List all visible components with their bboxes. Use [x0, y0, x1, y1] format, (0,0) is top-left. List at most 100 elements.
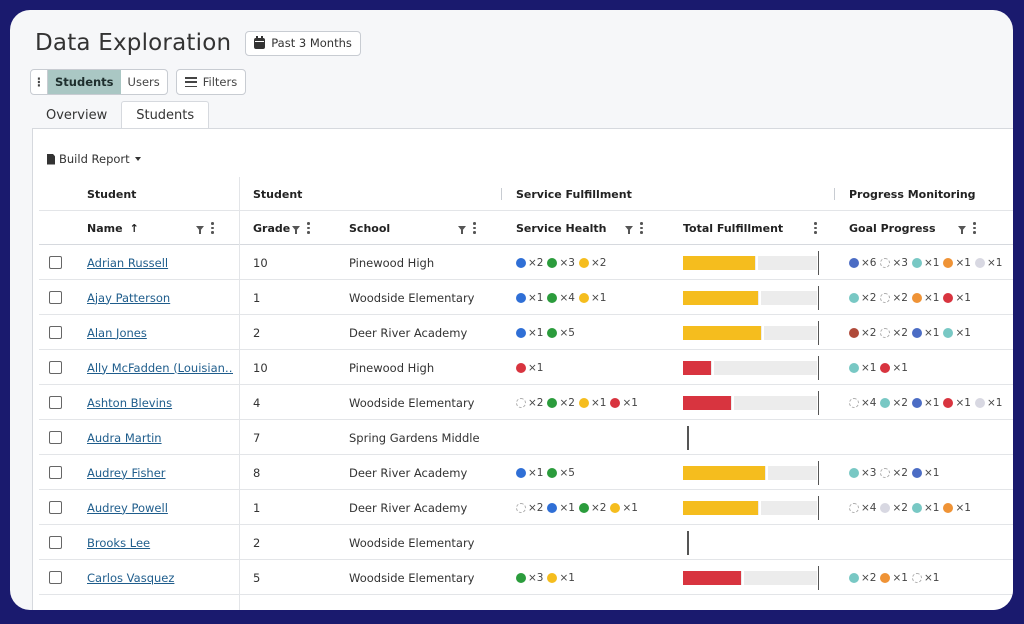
goal-progress-badge: ×2 — [880, 327, 908, 339]
student-name-link[interactable]: Audrey Powell — [87, 500, 168, 515]
student-name-link[interactable]: Audra Martin — [87, 430, 162, 445]
column-menu-icon[interactable] — [640, 222, 643, 234]
row-checkbox-cell — [49, 350, 62, 385]
student-name-link[interactable]: Audrey Fisher — [87, 465, 166, 480]
goal-progress-count: ×2 — [861, 291, 877, 304]
filters-button[interactable]: Filters — [175, 69, 247, 95]
progress-marker — [766, 465, 768, 480]
column-header-total-fulfillment-label: Total Fulfillment — [683, 221, 784, 235]
goal-progress-cell: ×2 ×1 ×1 — [849, 560, 939, 595]
darkblue-status-dot-icon — [911, 397, 922, 408]
total-fulfillment-cell — [683, 420, 819, 455]
empty-status-dot-icon — [516, 397, 526, 408]
yellow-status-dot-icon — [578, 292, 589, 303]
fulfillment-progress-bar — [683, 460, 819, 485]
build-report-button[interactable]: Build Report — [47, 152, 141, 166]
fulfillment-progress-bar — [683, 320, 819, 345]
column-header-total-fulfillment[interactable]: Total Fulfillment — [683, 211, 783, 245]
row-checkbox-cell — [49, 245, 62, 280]
row-checkbox[interactable] — [49, 501, 62, 514]
service-health-count: ×2 — [528, 501, 544, 514]
progress-fill — [683, 570, 741, 585]
goal-progress-badges: ×4 ×2 ×1 ×1 ×1 — [849, 397, 1002, 409]
student-name-link[interactable]: Adrian Russell — [87, 255, 169, 270]
red-status-dot-icon — [880, 362, 891, 373]
service-health-badge: ×1 — [516, 467, 543, 479]
view-toggle-users[interactable]: Users — [127, 75, 160, 89]
service-health-count: ×5 — [559, 326, 575, 339]
filter-icon[interactable] — [196, 225, 204, 234]
total-fulfillment-cell — [683, 490, 819, 525]
blue-status-dot-icon — [516, 327, 526, 338]
service-health-count: ×1 — [559, 501, 575, 514]
row-checkbox[interactable] — [49, 431, 62, 444]
goal-progress-badge: ×1 — [943, 292, 971, 304]
service-health-badge: ×2 — [578, 502, 606, 514]
service-health-cell: ×2 ×2 ×1 ×1 — [516, 385, 638, 420]
service-health-cell: ×1 ×4 ×1 — [516, 280, 606, 315]
row-checkbox[interactable] — [49, 326, 62, 339]
row-checkbox[interactable] — [49, 291, 62, 304]
column-header-grade[interactable]: Grade — [253, 211, 290, 245]
row-checkbox-cell — [49, 420, 62, 455]
service-health-cell: ×2 ×1 ×2 ×1 — [516, 490, 638, 525]
darkblue-status-dot-icon — [911, 467, 922, 478]
grade-cell: 2 — [253, 325, 261, 340]
fulfillment-progress-bar — [683, 495, 819, 520]
goal-progress-count: ×1 — [986, 396, 1003, 409]
column-menu-icon[interactable] — [211, 222, 214, 234]
service-health-column-controls — [625, 211, 643, 245]
row-checkbox[interactable] — [49, 361, 62, 374]
group-header-row: Student Student Service Fulfillment Prog… — [39, 177, 1013, 211]
service-health-count: ×1 — [528, 291, 544, 304]
view-toggle: ⋮ Students Users — [30, 69, 168, 95]
column-menu-icon[interactable] — [307, 222, 310, 234]
view-toggle-students[interactable]: Students — [48, 70, 121, 94]
row-checkbox-cell — [49, 455, 62, 490]
goal-progress-count: ×1 — [892, 361, 908, 374]
lightgray-status-dot-icon — [880, 502, 891, 513]
document-icon — [47, 153, 55, 165]
column-header-service-health[interactable]: Service Health — [516, 211, 607, 245]
goal-progress-badge: ×1 — [943, 397, 971, 409]
name-column-controls — [196, 211, 214, 245]
row-checkbox[interactable] — [49, 396, 62, 409]
service-health-badge: ×1 — [610, 397, 638, 409]
student-name-link[interactable]: Carlos Vasquez — [87, 570, 175, 585]
goal-progress-badge: ×1 — [911, 327, 939, 339]
tab-overview[interactable]: Overview — [46, 107, 108, 123]
progress-marker — [712, 360, 714, 375]
date-range-button[interactable]: Past 3 Months — [245, 30, 361, 56]
row-checkbox[interactable] — [49, 466, 62, 479]
student-name-link[interactable]: Ashton Blevins — [87, 395, 173, 410]
row-checkbox[interactable] — [49, 536, 62, 549]
group-header-student: Student — [87, 187, 137, 201]
more-options-icon[interactable]: ⋮ — [31, 70, 48, 94]
table-row: Brooks Lee 2 Woodside Elementary — [39, 525, 1013, 560]
service-health-count: ×5 — [559, 466, 575, 479]
filter-icon[interactable] — [292, 225, 300, 234]
goal-progress-badge: ×1 — [911, 397, 939, 409]
column-menu-icon[interactable] — [814, 222, 817, 234]
row-checkbox[interactable] — [49, 256, 62, 269]
student-name-link[interactable]: Alan Jones — [87, 325, 147, 340]
column-header-goal-progress[interactable]: Goal Progress — [849, 211, 936, 245]
column-divider — [239, 177, 240, 610]
student-name-link[interactable]: Brooks Lee — [87, 535, 151, 550]
goal-progress-badge: ×1 — [849, 362, 876, 374]
filter-icon[interactable] — [625, 225, 633, 234]
student-name-link[interactable]: Ally McFadden (Louisian… — [87, 360, 233, 375]
filter-icon[interactable] — [458, 225, 466, 234]
column-header-school[interactable]: School — [349, 211, 390, 245]
column-menu-icon[interactable] — [473, 222, 476, 234]
progress-fill — [683, 325, 761, 340]
sort-ascending-icon[interactable]: ↑ — [129, 221, 139, 235]
filter-icon[interactable] — [958, 225, 966, 234]
goal-progress-cell: ×1 ×1 — [849, 350, 908, 385]
column-menu-icon[interactable] — [973, 222, 976, 234]
tab-students[interactable]: Students — [121, 101, 210, 129]
student-name-link[interactable]: Ajay Patterson — [87, 290, 171, 305]
column-header-name[interactable]: Name ↑ — [87, 211, 139, 245]
brown-status-dot-icon — [849, 327, 859, 338]
row-checkbox[interactable] — [49, 571, 62, 584]
